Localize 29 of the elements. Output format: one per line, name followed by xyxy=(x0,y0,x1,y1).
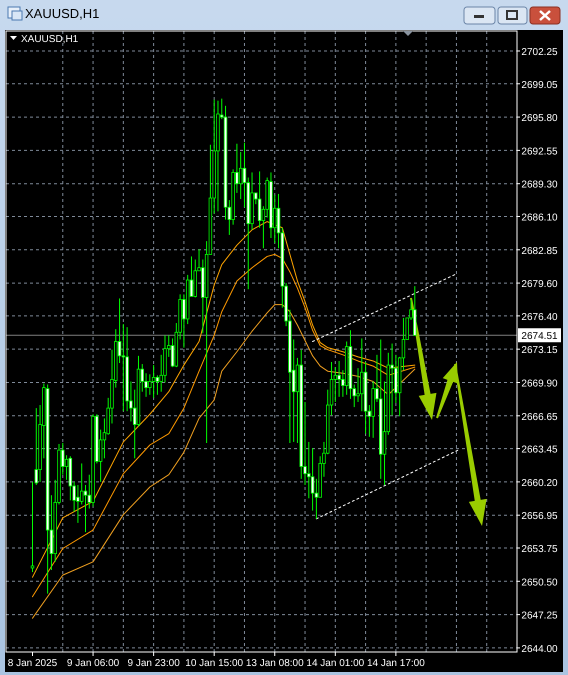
y-tick-label: 2676.40 xyxy=(521,312,558,323)
y-tick-label: 2669.90 xyxy=(521,378,558,390)
y-tick-label: 2702.25 xyxy=(521,46,558,58)
y-tick-label: 2682.85 xyxy=(521,246,558,257)
y-tick-label: 2699.05 xyxy=(521,80,558,91)
y-tick-label: 2656.95 xyxy=(521,511,558,522)
y-tick-label: 2663.45 xyxy=(521,444,558,456)
y-tick-label: 2673.15 xyxy=(521,345,558,356)
y-tick-label: 2692.55 xyxy=(521,146,558,158)
y-tick-label: 2679.60 xyxy=(521,279,558,290)
y-tick-label: 2647.25 xyxy=(521,610,558,622)
y-tick-label: 2695.80 xyxy=(521,113,558,124)
x-tick-label: 9 Jan 06:00 xyxy=(66,658,120,669)
chart-subtitle: XAUUSD,H1 xyxy=(21,34,79,45)
y-tick-label: 2650.50 xyxy=(521,577,558,588)
y-tick-label: 2666.65 xyxy=(521,412,558,423)
y-tick-label: 2686.10 xyxy=(521,212,558,224)
y-tick-label: 2660.20 xyxy=(521,478,558,489)
x-tick-label: 13 Jan 08:00 xyxy=(246,658,304,669)
x-tick-label: 9 Jan 23:00 xyxy=(127,658,180,669)
y-tick-label: 2689.30 xyxy=(521,180,558,191)
x-tick-label: 10 Jan 15:00 xyxy=(185,658,244,669)
x-tick-label: 14 Jan 01:00 xyxy=(306,658,365,669)
y-tick-label: 2653.75 xyxy=(521,544,558,555)
ref-line-label: 2674.51 xyxy=(521,331,558,342)
x-tick-label: 14 Jan 17:00 xyxy=(366,658,426,669)
x-tick-label: 8 Jan 2025 xyxy=(8,658,58,669)
y-tick-label: 2644.00 xyxy=(521,644,558,655)
chart-title: XAUUSD,H1 xyxy=(25,6,100,21)
